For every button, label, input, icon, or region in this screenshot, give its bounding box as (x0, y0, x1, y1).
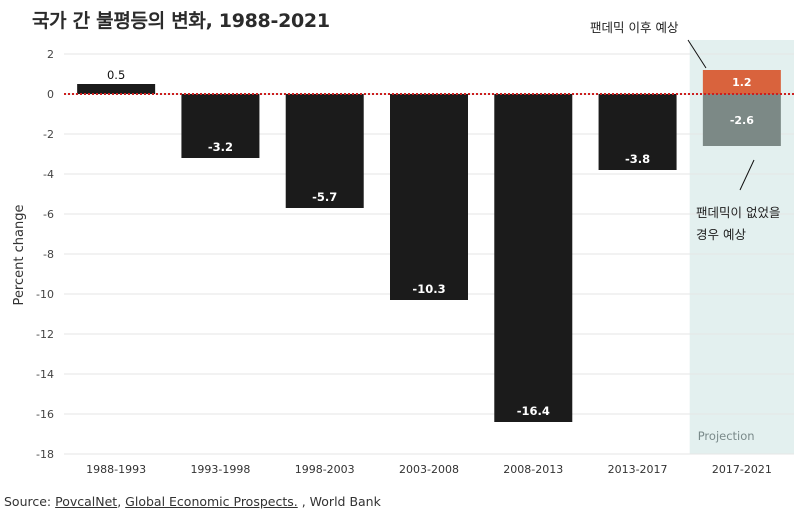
annotation-line-with-pandemic (687, 39, 707, 69)
bar (77, 84, 156, 94)
data-label: -16.4 (517, 404, 550, 418)
projection-bar-without-pandemic (702, 94, 781, 146)
annotation-without-pandemic: 팬데믹이 없었을 경우 예상 (696, 202, 780, 246)
y-tick-label: -12 (36, 328, 54, 341)
data-label: -2.6 (730, 114, 754, 127)
y-tick-label: -8 (43, 248, 54, 261)
projection-bar-with-pandemic (702, 70, 781, 94)
y-tick-label: -16 (36, 408, 54, 421)
global-economic-prospects-link[interactable]: Global Economic Prospects. (125, 494, 298, 509)
x-tick-label: 2003-2008 (399, 463, 459, 476)
y-tick-label: -6 (43, 208, 54, 221)
annotation-without-pandemic-line1: 팬데믹이 없었을 (696, 205, 781, 220)
x-tick-label: 2008-2013 (503, 463, 563, 476)
source-note: Source: PovcalNet, Global Economic Prosp… (4, 494, 381, 509)
bar (390, 94, 468, 300)
x-tick-label: 1988-1993 (86, 463, 146, 476)
x-tick-label: 2017-2021 (712, 463, 772, 476)
y-tick-label: -14 (36, 368, 54, 381)
bar-chart: 2 0 -2 -4 -6 -8 -10 -12 -14 -16 -18 Percent change 0… (12, 39, 794, 476)
data-label: 1.2 (732, 76, 752, 89)
bar (181, 94, 260, 158)
source-suffix: , World Bank (297, 494, 381, 509)
source-prefix: Source: (4, 494, 56, 509)
bar (494, 94, 573, 422)
y-tick-label: -2 (43, 128, 54, 141)
y-tick-label: -18 (36, 448, 54, 461)
povcalnet-link[interactable]: PovcalNet (55, 494, 118, 509)
y-tick-label: 2 (47, 48, 54, 61)
y-tick-label: 0 (47, 88, 54, 101)
x-tick-label: 1998-2003 (295, 463, 355, 476)
x-tick-label: 2013-2017 (608, 463, 668, 476)
data-label: 0.5 (107, 68, 125, 82)
annotation-without-pandemic-line2: 경우 예상 (696, 227, 746, 242)
source-separator: , (117, 494, 126, 509)
x-tick-label: 1993-1998 (190, 463, 250, 476)
projection-label: Projection (698, 429, 755, 443)
y-tick-label: -4 (43, 168, 54, 181)
annotation-line-without-pandemic (739, 159, 755, 191)
y-axis-label: Percent change (12, 205, 27, 306)
annotation-with-pandemic: 팬데믹 이후 예상 (590, 17, 678, 39)
chart-title: 국가 간 불평등의 변화, 1988-2021 (32, 10, 330, 32)
bar (598, 94, 677, 170)
annotation-with-pandemic-text: 팬데믹 이후 예상 (590, 20, 679, 35)
data-label: -3.8 (625, 152, 650, 166)
data-label: -3.2 (208, 140, 233, 154)
data-label: -5.7 (312, 190, 337, 204)
y-tick-label: -10 (36, 288, 54, 301)
data-label: -10.3 (412, 282, 445, 296)
bar (285, 94, 364, 208)
